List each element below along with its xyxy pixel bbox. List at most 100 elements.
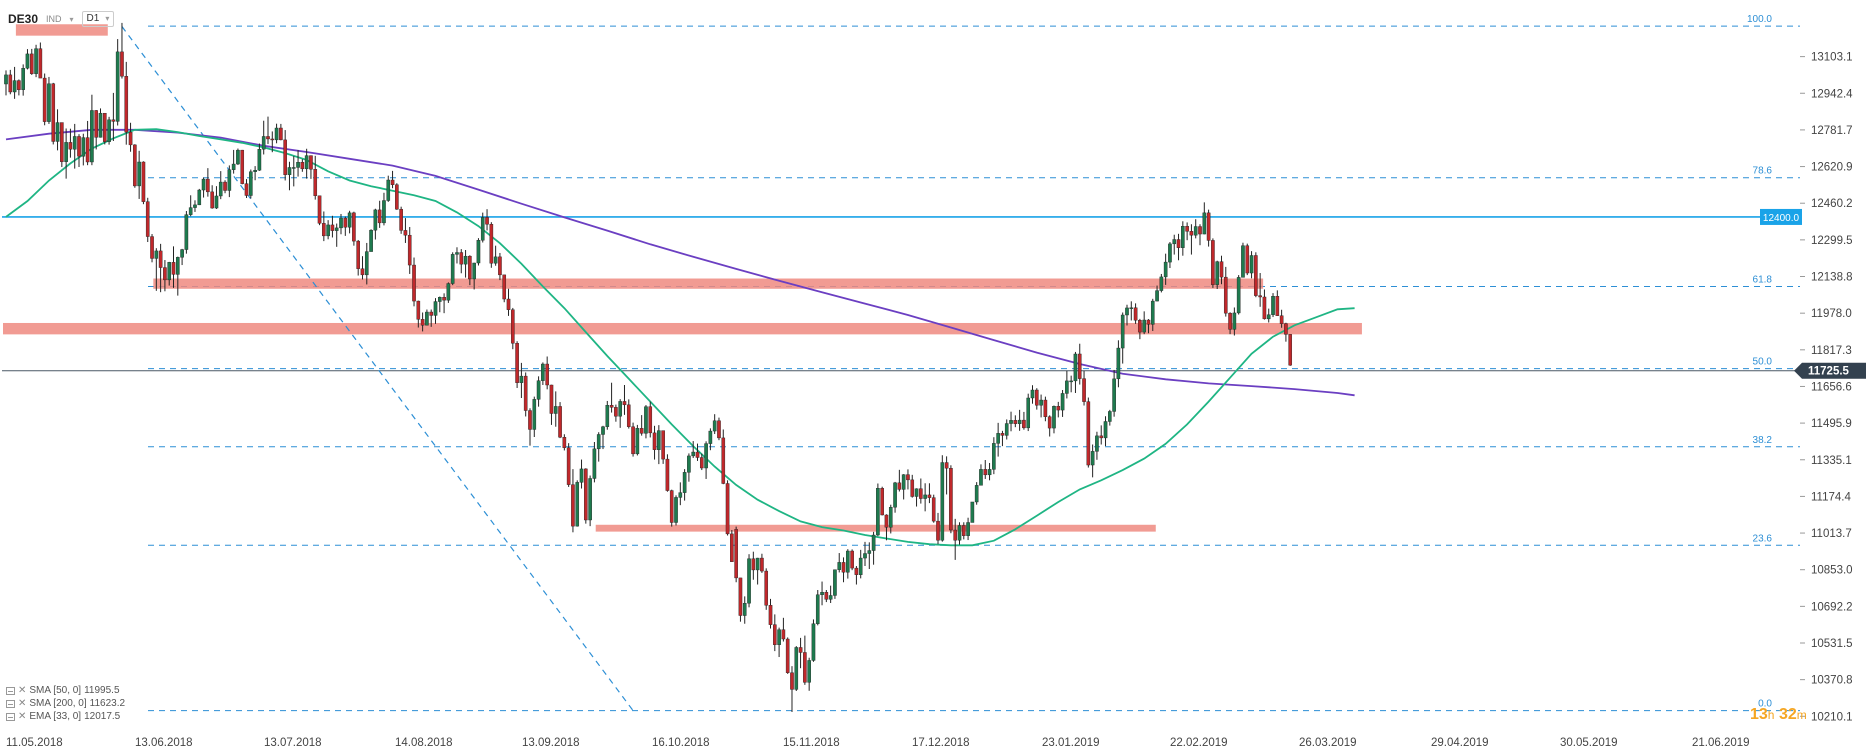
candle-122 xyxy=(528,408,532,446)
candle-258 xyxy=(1112,369,1116,417)
candle-body xyxy=(317,195,322,224)
candle-body xyxy=(1181,226,1185,248)
candle-178 xyxy=(768,598,773,629)
x-tick-label-16.10.2018: 16.10.2018 xyxy=(652,737,710,749)
candle-213 xyxy=(919,478,923,504)
time-axis[interactable]: 11.05.2018 13.06.2018 13.07.2018 14.08.2018… xyxy=(6,737,1750,749)
candle-body xyxy=(614,407,618,417)
fib-label-0.0: 0.0 xyxy=(1758,699,1772,710)
candle-body xyxy=(992,443,996,470)
candle-274 xyxy=(1181,221,1185,256)
candle-138 xyxy=(596,432,601,462)
indicator-sma200[interactable]: ✕ SMA [200, 0] 11623.2 xyxy=(6,697,125,710)
level-tag xyxy=(1760,208,1802,225)
settings-icon[interactable] xyxy=(6,686,15,695)
candle-104 xyxy=(450,252,455,286)
candle-body xyxy=(377,209,382,224)
candle-body xyxy=(884,514,889,528)
x-tick-label-15.11.2018: 15.11.2018 xyxy=(783,737,840,749)
candle-288 xyxy=(1241,242,1245,278)
candle-body xyxy=(541,363,545,381)
candle-body xyxy=(760,557,764,572)
candle-body xyxy=(1030,389,1035,399)
candle-body xyxy=(322,223,326,237)
horizontal-level[interactable]: 12400.0 xyxy=(2,208,1802,372)
y-tick-label-12620.9: 12620.9 xyxy=(1811,162,1853,174)
candle-body xyxy=(236,149,240,165)
candle-203 xyxy=(876,483,880,537)
candle-body xyxy=(1099,435,1104,439)
candle-body xyxy=(1138,320,1142,333)
candle-body xyxy=(704,443,708,469)
candle-body xyxy=(1228,312,1232,330)
candle-34 xyxy=(150,234,154,263)
symbol-label[interactable]: DE30 xyxy=(8,12,39,26)
candle-body xyxy=(1108,411,1112,422)
indicator-ema33[interactable]: ✕ EMA [33, 0] 12017.5 xyxy=(6,710,125,723)
close-icon[interactable]: ✕ xyxy=(18,711,27,722)
candle-279 xyxy=(1202,202,1207,235)
candle-body xyxy=(364,251,369,276)
candle-109 xyxy=(472,262,476,290)
candle-body xyxy=(553,406,558,414)
candle-body xyxy=(790,672,794,690)
zone-3 xyxy=(595,524,1156,532)
indicator-value: 12017.5 xyxy=(84,711,121,722)
candle-body xyxy=(1069,380,1073,383)
candle-80 xyxy=(347,210,352,234)
support-resistance-zones[interactable] xyxy=(3,24,1362,532)
indicator-sma50[interactable]: ✕ SMA [50, 0] 11995.5 xyxy=(6,684,125,697)
candle-256 xyxy=(1103,416,1108,447)
candle-body xyxy=(429,311,434,316)
candle-body xyxy=(197,189,202,206)
candle-body xyxy=(231,163,236,170)
candle-body xyxy=(1155,290,1159,302)
candle-293 xyxy=(1262,289,1267,320)
candle-75 xyxy=(326,220,330,240)
fibonacci-retracement[interactable]: 100.0 78.6 61.8 50.0 38.2 23.6 0.0 xyxy=(148,14,1800,712)
close-icon[interactable]: ✕ xyxy=(18,698,27,709)
price-axis[interactable]: 13103.1 12942.4 12781.7 12620.9 12460.2 12299… xyxy=(1794,52,1866,724)
candle-body xyxy=(652,432,657,450)
candle-body xyxy=(373,209,378,231)
candle-body xyxy=(21,68,25,90)
candle-232 xyxy=(1000,430,1005,447)
candle-body xyxy=(1189,231,1194,236)
chevron-down-icon[interactable]: ▾ xyxy=(69,14,74,24)
candle-173 xyxy=(747,554,751,608)
candle-229 xyxy=(987,462,992,481)
candle-body xyxy=(85,137,90,163)
candle-8 xyxy=(38,42,43,79)
candle-body xyxy=(755,557,760,571)
close-icon[interactable]: ✕ xyxy=(18,685,27,696)
candle-body xyxy=(1095,435,1099,452)
candle-body xyxy=(1060,393,1065,411)
candle-body xyxy=(893,482,897,508)
candle-119 xyxy=(515,341,519,388)
candle-193 xyxy=(833,569,837,599)
timeframe-select[interactable]: D1 ▾ xyxy=(81,11,115,27)
candle-262 xyxy=(1129,301,1134,321)
candle-84 xyxy=(364,242,369,285)
candle-273 xyxy=(1176,233,1181,261)
settings-icon[interactable] xyxy=(6,712,15,721)
candle-170 xyxy=(734,526,738,583)
candle-278 xyxy=(1198,224,1202,246)
candle-body xyxy=(274,127,279,141)
candle-body xyxy=(326,224,330,237)
candle-31 xyxy=(137,150,141,199)
candle-83 xyxy=(360,256,365,280)
settings-icon[interactable] xyxy=(6,699,15,708)
indicator-label: SMA [200, 0] xyxy=(29,698,87,709)
candle-86 xyxy=(373,208,378,240)
candle-128 xyxy=(553,391,558,427)
candle-82 xyxy=(356,239,360,276)
candle-body xyxy=(188,207,193,215)
candle-body xyxy=(300,162,305,170)
candle-body xyxy=(781,629,786,640)
candle-136 xyxy=(588,475,592,527)
candle-2 xyxy=(12,66,17,99)
candle-body xyxy=(794,647,799,690)
candle-198 xyxy=(854,566,859,585)
